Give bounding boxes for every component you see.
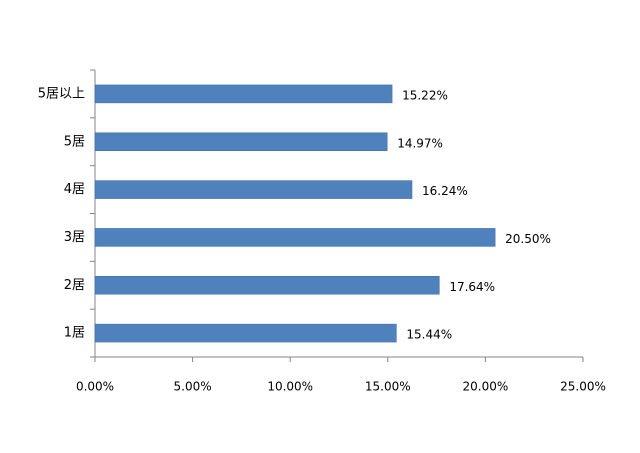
bar bbox=[94, 180, 413, 199]
x-tick-label: 0.00% bbox=[76, 380, 114, 394]
data-label: 14.97% bbox=[397, 136, 443, 150]
bar bbox=[94, 84, 393, 104]
data-label: 16.24% bbox=[422, 184, 468, 198]
x-tick-label: 15.00% bbox=[365, 380, 411, 394]
y-tick-label: 3居 bbox=[64, 230, 85, 245]
x-tick-label: 25.00% bbox=[560, 380, 606, 394]
bar bbox=[94, 228, 496, 247]
bar bbox=[94, 323, 397, 343]
y-tick-label: 2居 bbox=[64, 278, 85, 293]
bar bbox=[94, 132, 388, 151]
data-label: 15.22% bbox=[402, 88, 448, 102]
x-tick-label: 20.00% bbox=[463, 380, 509, 394]
data-label: 17.64% bbox=[449, 280, 495, 294]
y-tick-label: 1居 bbox=[64, 326, 85, 341]
y-tick-label: 5居 bbox=[64, 134, 85, 149]
y-tick-label: 5居以上 bbox=[38, 86, 85, 101]
bar bbox=[94, 276, 440, 295]
data-label: 15.44% bbox=[406, 328, 452, 342]
y-tick-label: 4居 bbox=[64, 182, 85, 197]
x-tick-label: 10.00% bbox=[267, 380, 313, 394]
x-tick-label: 5.00% bbox=[174, 380, 212, 394]
data-label: 20.50% bbox=[505, 232, 551, 246]
